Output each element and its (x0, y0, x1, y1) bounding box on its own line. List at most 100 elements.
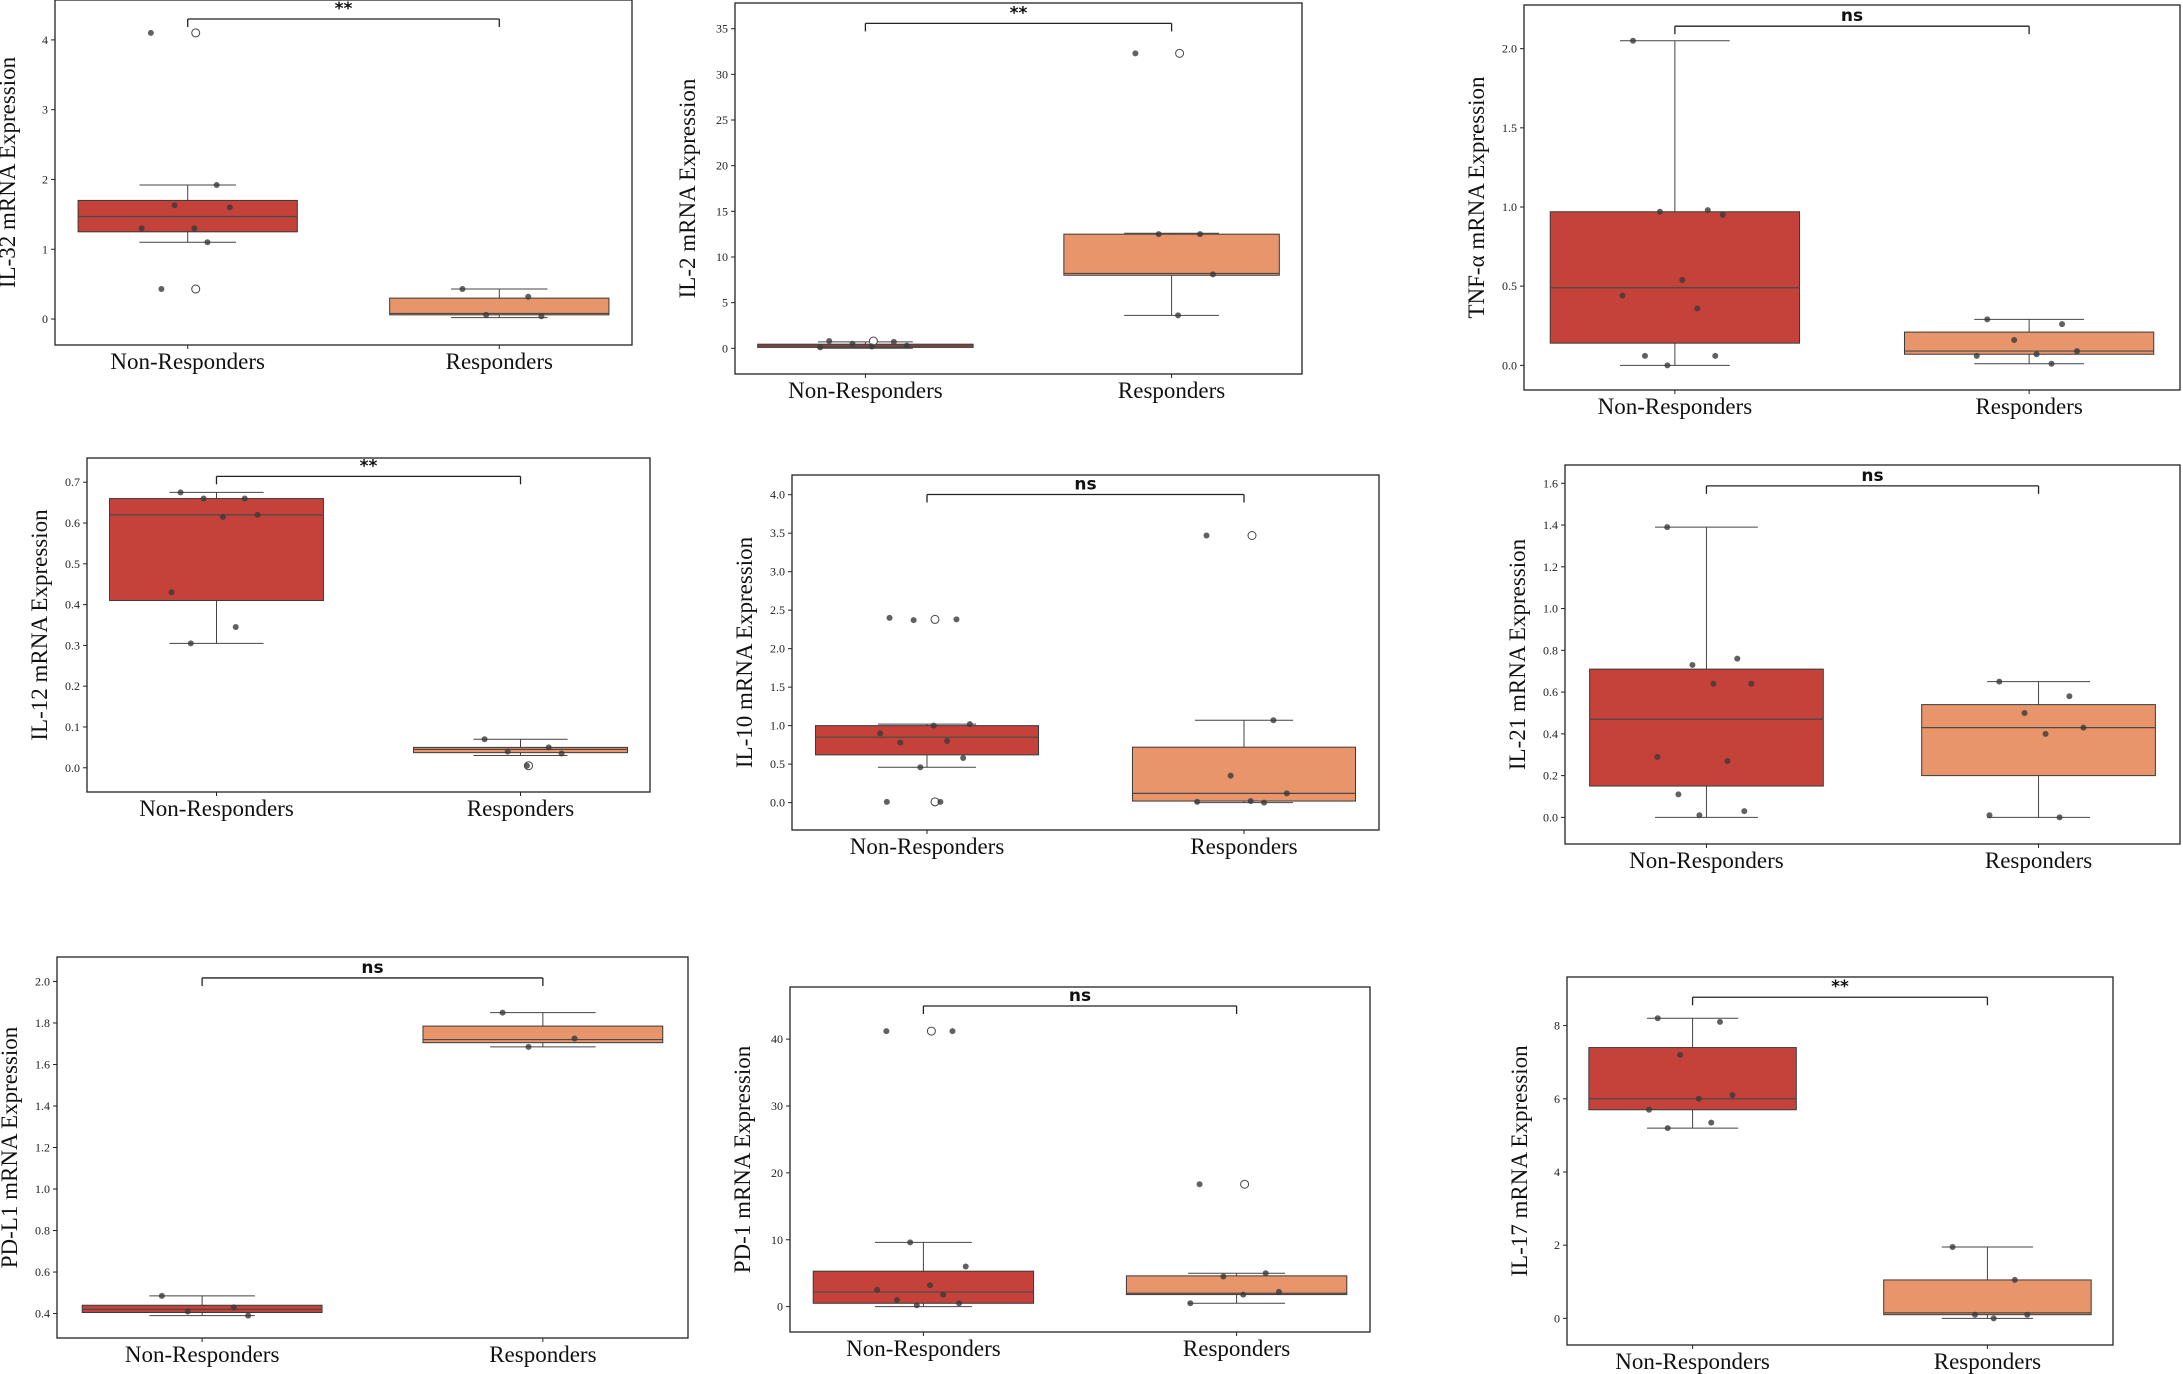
non-responders-data-point (907, 1239, 914, 1246)
non-responders-data-point (849, 340, 856, 347)
responders-data-point (1996, 678, 2003, 685)
x-tick-label-responders: Responders (467, 796, 574, 821)
y-tick-label: 0.2 (65, 679, 80, 693)
responders-data-point (1240, 1291, 1247, 1298)
responders-data-point (2021, 709, 2028, 716)
non-responders-data-point (1664, 362, 1671, 369)
non-responders-outlier-marker (930, 614, 940, 624)
y-tick-label: 30 (771, 1099, 783, 1113)
responders-data-point (2011, 1276, 2018, 1283)
y-axis-label: IL-32 mRNA Expression (0, 56, 20, 288)
y-tick-label: 0 (1554, 1311, 1560, 1325)
non-responders-data-point (177, 489, 184, 496)
y-tick-label: 4 (1554, 1165, 1560, 1179)
responders-data-point (499, 1009, 506, 1016)
y-tick-label: 5 (722, 296, 728, 310)
responders-data-point (525, 1043, 532, 1050)
non-responders-data-point (1734, 655, 1741, 662)
non-responders-data-point (913, 1302, 920, 1309)
non-responders-data-point (917, 764, 924, 771)
responders-box (422, 1025, 664, 1044)
y-tick-label: 40 (771, 1032, 783, 1046)
y-tick-label: 0.5 (770, 757, 785, 771)
y-tick-label: 0.4 (35, 1307, 50, 1321)
non-responders-data-point (1646, 1106, 1653, 1113)
non-responders-data-point (200, 495, 207, 502)
non-responders-data-point (1677, 1051, 1684, 1058)
y-tick-label: 0.6 (1543, 685, 1558, 699)
y-tick-label: 1.5 (1502, 121, 1517, 135)
x-tick-label-non-responders: Non-Responders (850, 834, 1005, 859)
responders-data-point (1971, 1311, 1978, 1318)
y-tick-label: 0 (42, 312, 48, 326)
responders-data-point (2042, 730, 2049, 737)
responders-data-point (2073, 348, 2080, 355)
responders-box (1883, 1279, 2092, 1316)
y-tick-label: 2.0 (1502, 42, 1517, 56)
non-responders-data-point (168, 589, 175, 596)
non-responders-data-point (1704, 207, 1711, 214)
y-tick-label: 15 (716, 204, 728, 218)
responders-data-point (571, 1035, 578, 1042)
non-responders-box (1588, 1047, 1797, 1111)
responders-data-point (1175, 312, 1182, 319)
non-responders-data-point (191, 225, 198, 232)
y-tick-label: 3.5 (770, 526, 785, 540)
y-tick-label: 8 (1554, 1019, 1560, 1033)
responders-box (389, 297, 610, 316)
non-responders-data-point (956, 1300, 963, 1307)
non-responders-data-point (937, 798, 944, 805)
y-tick-label: 35 (716, 22, 728, 36)
non-responders-data-point (245, 1312, 252, 1319)
responders-data-point (1984, 316, 1991, 323)
non-responders-data-point (158, 286, 165, 293)
responders-data-point (1986, 812, 1993, 819)
x-tick-label-non-responders: Non-Responders (846, 1336, 1001, 1361)
non-responders-data-point (910, 617, 917, 624)
non-responders-data-point (927, 1282, 934, 1289)
x-tick-label-responders: Responders (1118, 378, 1225, 403)
non-responders-data-point (953, 616, 960, 623)
non-responders-data-point (1689, 661, 1696, 668)
y-tick-label: 1.4 (1543, 518, 1558, 532)
x-tick-label-non-responders: Non-Responders (788, 378, 943, 403)
responders-data-point (1283, 790, 1290, 797)
y-tick-label: 1 (42, 242, 48, 256)
non-responders-box (1589, 668, 1824, 787)
non-responders-data-point (232, 624, 239, 631)
y-tick-label: 3.0 (770, 565, 785, 579)
non-responders-data-point (1675, 791, 1682, 798)
x-tick-label-responders: Responders (1985, 848, 2092, 873)
responders-box (413, 746, 628, 754)
non-responders-data-point (213, 182, 220, 189)
responders-data-point (1209, 271, 1216, 278)
y-tick-label: 2 (1554, 1238, 1560, 1252)
responders-data-point (538, 313, 545, 320)
responders-data-point (1197, 231, 1204, 238)
non-responders-data-point (890, 338, 897, 345)
non-responders-data-point (874, 1286, 881, 1293)
y-tick-label: 0.0 (65, 761, 80, 775)
non-responders-data-point (241, 495, 248, 502)
plot-frame (56, 956, 689, 1339)
non-responders-data-point (886, 614, 893, 621)
y-tick-label: 0.8 (1543, 643, 1558, 657)
y-tick-label: 4 (42, 33, 48, 47)
non-responders-data-point (184, 1308, 191, 1315)
responders-box (1903, 331, 2155, 355)
y-tick-label: 0.4 (65, 598, 80, 612)
y-tick-label: 0.8 (35, 1224, 50, 1238)
x-tick-label-responders: Responders (1975, 394, 2082, 419)
non-responders-data-point (219, 513, 226, 520)
non-responders-box (814, 725, 1040, 756)
y-tick-label: 0.0 (1543, 810, 1558, 824)
non-responders-data-point (1708, 1119, 1715, 1126)
plot-frame (1523, 4, 2181, 391)
responders-data-point (1227, 772, 1234, 779)
responders-data-point (1270, 717, 1277, 724)
y-tick-label: 0 (722, 341, 728, 355)
x-tick-label-non-responders: Non-Responders (125, 1342, 280, 1367)
responders-data-point (1262, 1270, 1269, 1277)
responders-data-point (523, 762, 530, 769)
y-tick-label: 6 (1554, 1092, 1560, 1106)
